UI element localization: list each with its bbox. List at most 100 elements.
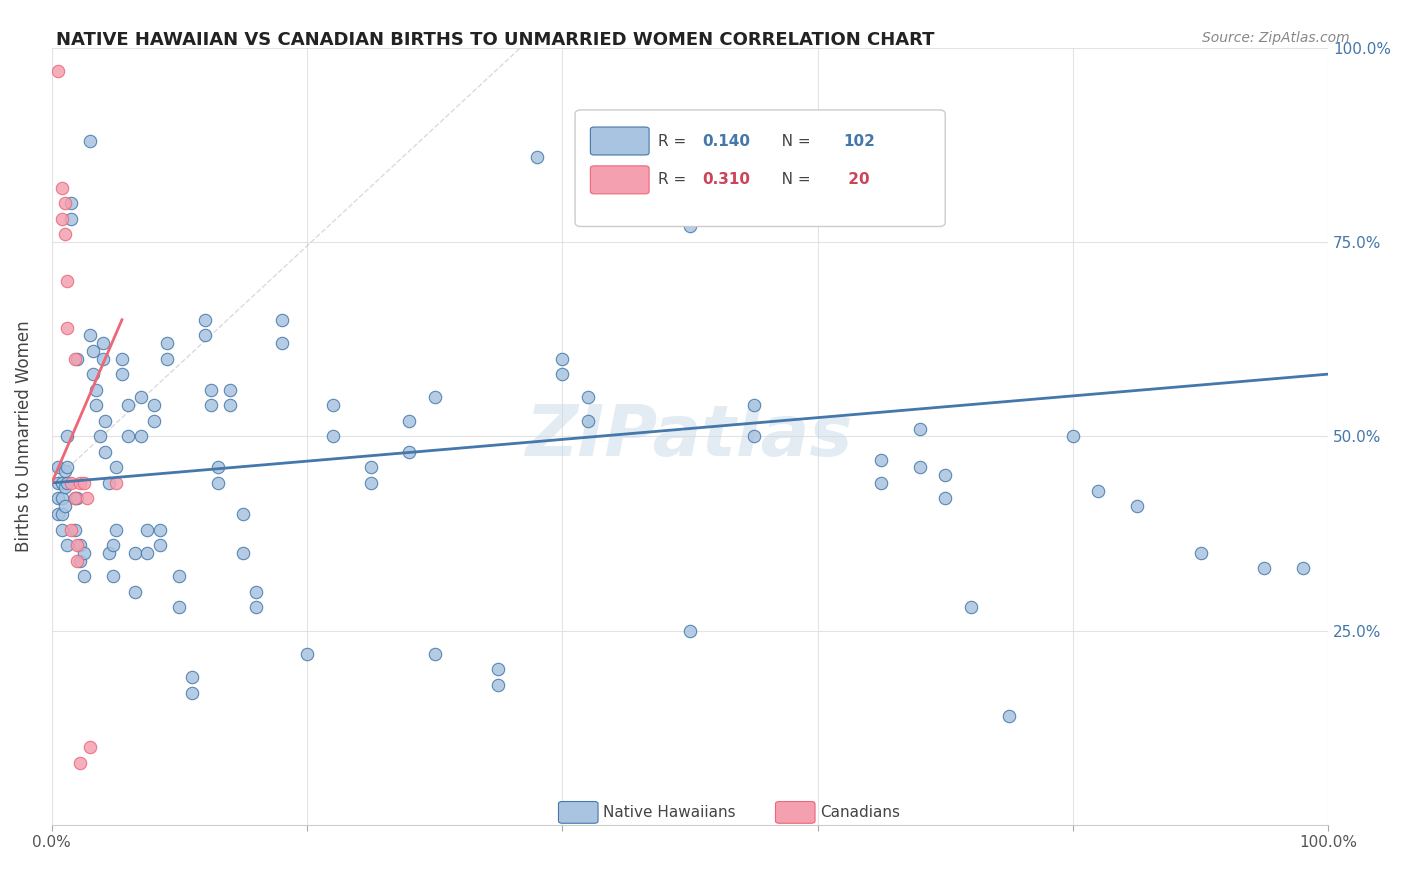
- Text: ZIPatlas: ZIPatlas: [526, 401, 853, 471]
- Point: [124, 584, 146, 599]
- Point: [53, 464, 76, 478]
- Point: [51, 211, 73, 226]
- Point: [194, 312, 217, 326]
- Point: [104, 523, 127, 537]
- Point: [806, 157, 828, 171]
- Point: [63, 523, 86, 537]
- Point: [526, 150, 548, 164]
- Point: [46, 460, 69, 475]
- Point: [934, 491, 956, 506]
- Point: [46, 507, 69, 521]
- Point: [59, 523, 82, 537]
- Point: [66, 553, 89, 567]
- Point: [73, 475, 96, 490]
- Point: [1087, 483, 1109, 498]
- Point: [101, 569, 124, 583]
- Point: [200, 398, 222, 412]
- Point: [51, 491, 73, 506]
- Point: [270, 312, 292, 326]
- Point: [69, 756, 91, 770]
- Point: [136, 523, 159, 537]
- Point: [200, 383, 222, 397]
- Point: [82, 343, 104, 358]
- FancyBboxPatch shape: [591, 127, 650, 155]
- Point: [104, 475, 127, 490]
- Point: [101, 538, 124, 552]
- Point: [679, 219, 702, 234]
- Point: [56, 538, 79, 552]
- Point: [63, 491, 86, 506]
- Point: [169, 600, 191, 615]
- Text: Canadians: Canadians: [820, 805, 900, 820]
- Point: [124, 546, 146, 560]
- Point: [322, 398, 344, 412]
- Point: [69, 475, 91, 490]
- Point: [129, 391, 152, 405]
- FancyBboxPatch shape: [591, 166, 650, 194]
- Point: [614, 180, 637, 194]
- Point: [870, 452, 893, 467]
- Point: [79, 740, 101, 755]
- Point: [207, 475, 229, 490]
- Point: [51, 523, 73, 537]
- Text: Native Hawaiians: Native Hawaiians: [603, 805, 735, 820]
- Point: [86, 383, 108, 397]
- Point: [934, 468, 956, 483]
- Point: [98, 546, 121, 560]
- Point: [53, 500, 76, 514]
- Point: [398, 414, 420, 428]
- Point: [117, 429, 139, 443]
- Point: [1189, 546, 1212, 560]
- Y-axis label: Births to Unmarried Women: Births to Unmarried Women: [15, 320, 32, 552]
- Point: [76, 491, 98, 506]
- Point: [66, 491, 89, 506]
- Point: [742, 429, 765, 443]
- Point: [104, 460, 127, 475]
- Point: [576, 391, 599, 405]
- Text: Source: ZipAtlas.com: Source: ZipAtlas.com: [1202, 31, 1350, 45]
- Point: [551, 367, 574, 381]
- Point: [86, 398, 108, 412]
- Point: [51, 475, 73, 490]
- FancyBboxPatch shape: [558, 802, 598, 823]
- Point: [56, 320, 79, 334]
- FancyBboxPatch shape: [776, 802, 815, 823]
- Point: [1253, 561, 1275, 575]
- Point: [1062, 429, 1084, 443]
- Point: [169, 569, 191, 583]
- Point: [488, 678, 510, 692]
- Point: [398, 445, 420, 459]
- Point: [56, 274, 79, 288]
- Point: [94, 414, 117, 428]
- Point: [908, 421, 931, 435]
- Point: [129, 429, 152, 443]
- Point: [908, 460, 931, 475]
- Point: [56, 475, 79, 490]
- Point: [423, 391, 446, 405]
- Point: [79, 328, 101, 343]
- Point: [136, 546, 159, 560]
- Point: [232, 507, 254, 521]
- Text: R =: R =: [658, 172, 692, 187]
- Point: [59, 475, 82, 490]
- Point: [46, 64, 69, 78]
- Point: [66, 538, 89, 552]
- Point: [56, 460, 79, 475]
- Point: [142, 398, 165, 412]
- Point: [959, 600, 981, 615]
- Point: [69, 538, 91, 552]
- Point: [69, 553, 91, 567]
- Point: [94, 445, 117, 459]
- Point: [59, 211, 82, 226]
- Point: [181, 670, 204, 684]
- Point: [181, 686, 204, 700]
- Text: N =: N =: [766, 172, 815, 187]
- Point: [56, 429, 79, 443]
- Point: [488, 662, 510, 676]
- Point: [142, 414, 165, 428]
- Point: [53, 196, 76, 211]
- Point: [111, 351, 134, 366]
- Point: [156, 351, 179, 366]
- Point: [742, 398, 765, 412]
- Point: [111, 367, 134, 381]
